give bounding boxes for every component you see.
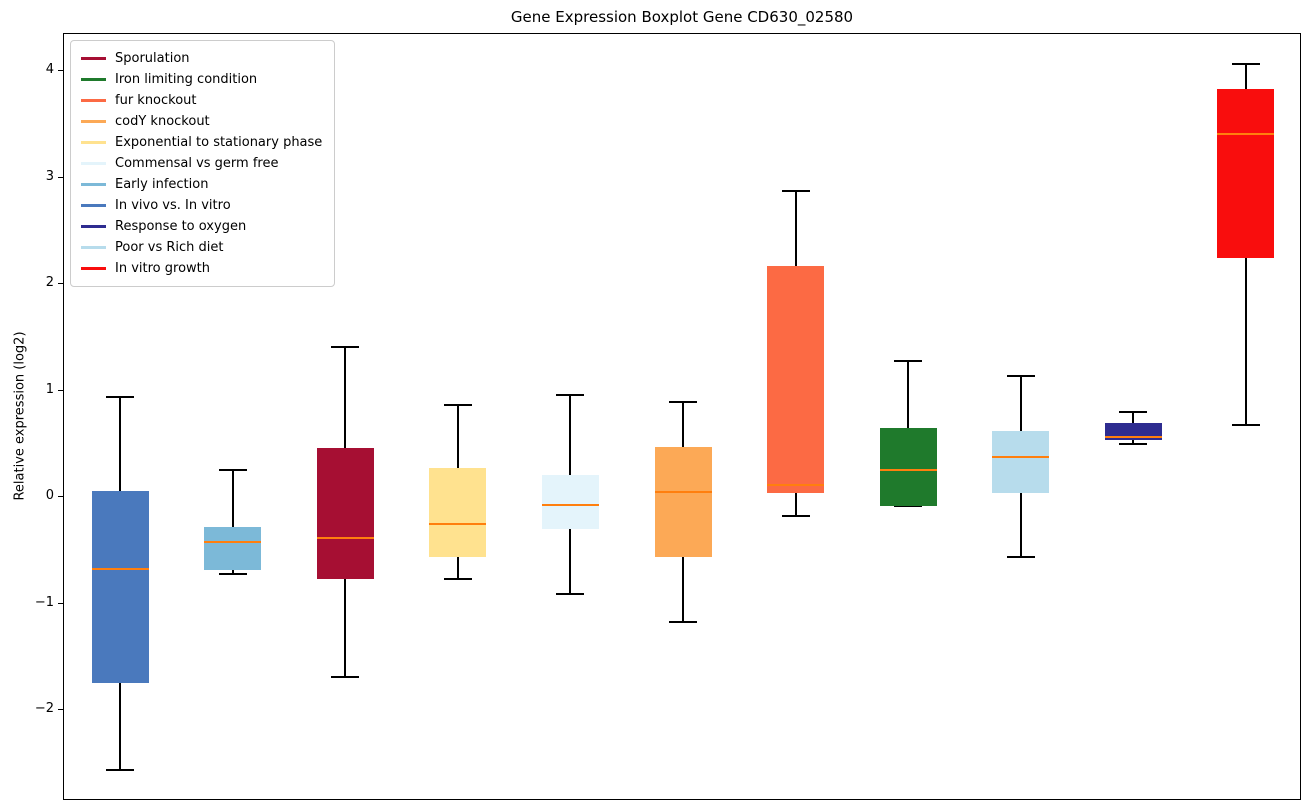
whisker-cap-top — [443, 403, 472, 406]
legend-swatch — [81, 246, 106, 249]
y-tick-label: 3 — [45, 168, 54, 184]
y-tick-mark — [58, 496, 63, 498]
y-tick-mark — [58, 709, 63, 711]
whisker-cap-bottom — [1231, 423, 1260, 426]
legend-swatch — [81, 78, 106, 81]
whisker-cap-bottom — [1006, 556, 1035, 559]
y-tick-mark — [58, 70, 63, 72]
whisker-cap-top — [669, 400, 697, 403]
whisker-cap-top — [1006, 374, 1035, 377]
whisker-cap-top — [894, 360, 923, 363]
legend-entry: codY knockout — [81, 111, 322, 132]
legend-swatch — [81, 162, 106, 165]
median-line — [316, 536, 374, 539]
whisker-cap-bottom — [1119, 443, 1148, 446]
y-tick-label: 1 — [45, 381, 54, 397]
legend-swatch — [81, 120, 106, 123]
legend-swatch — [81, 57, 106, 60]
legend-label: In vivo vs. In vitro — [115, 198, 231, 213]
whisker-cap-bottom — [556, 593, 585, 596]
whisker-cap-bottom — [218, 573, 247, 576]
box — [429, 467, 487, 558]
median-line — [654, 491, 712, 494]
legend-label: Poor vs Rich diet — [115, 240, 224, 255]
whisker-cap-top — [331, 346, 360, 349]
legend-label: In vitro growth — [115, 261, 210, 276]
box — [1104, 422, 1162, 440]
box — [654, 447, 712, 558]
median-line — [204, 541, 262, 544]
y-tick-mark — [58, 389, 63, 391]
median-line — [429, 523, 487, 526]
legend-swatch — [81, 141, 106, 144]
box — [91, 491, 149, 683]
whisker-cap-bottom — [781, 514, 810, 517]
legend-label: Commensal vs germ free — [115, 156, 279, 171]
legend-entry: In vitro growth — [81, 258, 322, 279]
whisker-cap-top — [1119, 411, 1148, 414]
legend-swatch — [81, 183, 106, 186]
whisker-cap-top — [556, 394, 585, 397]
y-axis-label: Relative expression (log2) — [12, 331, 28, 501]
legend-label: codY knockout — [115, 114, 210, 129]
legend-label: Exponential to stationary phase — [115, 135, 323, 150]
legend-swatch — [81, 225, 106, 228]
box — [767, 266, 825, 494]
y-tick-label: 0 — [45, 488, 54, 504]
legend-entry: Response to oxygen — [81, 216, 322, 237]
y-tick-label: 2 — [45, 275, 54, 291]
median-line — [541, 503, 599, 506]
legend: Sporulation Iron limiting condition fur kn… — [70, 40, 336, 287]
box — [541, 475, 599, 530]
y-tick-mark — [58, 283, 63, 285]
legend-entry: Poor vs Rich diet — [81, 237, 322, 258]
whisker-line — [231, 469, 234, 575]
whisker-cap-bottom — [443, 578, 472, 581]
legend-label: fur knockout — [115, 93, 197, 108]
legend-entry: Commensal vs germ free — [81, 153, 322, 174]
whisker-cap-top — [106, 396, 135, 399]
legend-entry: fur knockout — [81, 90, 322, 111]
y-tick-label: −1 — [34, 594, 54, 610]
median-line — [91, 567, 149, 570]
box — [992, 431, 1050, 494]
whisker-cap-top — [1231, 62, 1260, 65]
legend-swatch — [81, 267, 106, 270]
y-tick-mark — [58, 602, 63, 604]
legend-swatch — [81, 99, 106, 102]
box — [879, 428, 937, 506]
median-line — [1217, 133, 1275, 136]
whisker-cap-bottom — [669, 621, 697, 624]
y-tick-label: 4 — [45, 62, 54, 78]
median-line — [767, 483, 825, 486]
legend-label: Iron limiting condition — [115, 72, 258, 87]
box — [1217, 89, 1275, 258]
median-line — [1104, 435, 1162, 438]
median-line — [879, 468, 937, 471]
legend-entry: Early infection — [81, 174, 322, 195]
legend-swatch — [81, 204, 106, 207]
y-tick-label: −2 — [34, 701, 54, 717]
chart-title: Gene Expression Boxplot Gene CD630_02580 — [510, 8, 854, 26]
whisker-cap-bottom — [894, 504, 923, 507]
legend-label: Response to oxygen — [115, 219, 247, 234]
whisker-cap-top — [781, 189, 810, 192]
y-tick-mark — [58, 176, 63, 178]
legend-label: Early infection — [115, 177, 209, 192]
legend-entry: In vivo vs. In vitro — [81, 195, 322, 216]
legend-entry: Exponential to stationary phase — [81, 132, 322, 153]
whisker-cap-bottom — [106, 769, 135, 772]
box — [316, 448, 374, 580]
whisker-cap-bottom — [331, 676, 360, 679]
median-line — [992, 455, 1050, 458]
legend-entry: Iron limiting condition — [81, 69, 322, 90]
legend-entry: Sporulation — [81, 48, 322, 69]
legend-label: Sporulation — [115, 51, 190, 66]
box — [204, 527, 262, 570]
whisker-cap-top — [218, 468, 247, 471]
